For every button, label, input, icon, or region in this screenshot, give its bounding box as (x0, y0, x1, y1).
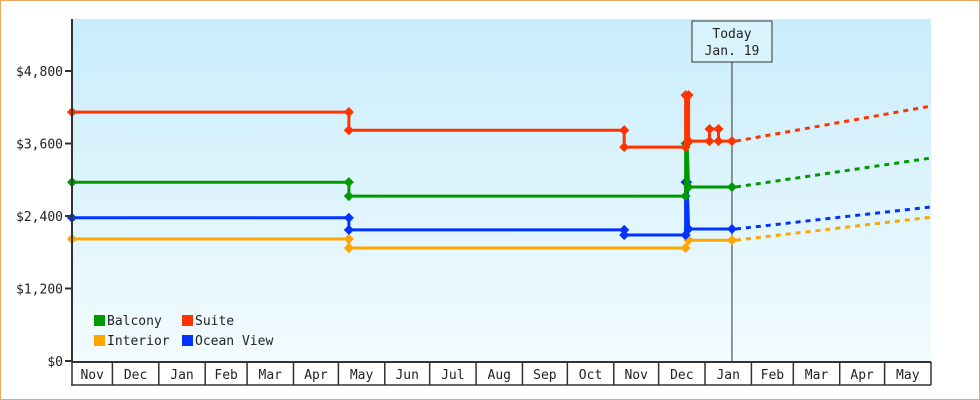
data-point-interior (343, 242, 354, 254)
forecast-line-ocean-view (735, 205, 932, 231)
legend-label: Suite (195, 314, 234, 329)
forecast-line-balcony (735, 156, 932, 189)
data-point-suite (726, 136, 738, 147)
legend-swatch-balcony (94, 315, 105, 326)
x-tick-label: Apr (850, 368, 874, 383)
y-tick-label: $0 (47, 355, 63, 370)
data-point-ocean-view (619, 229, 630, 241)
legend-label: Interior (107, 334, 170, 349)
y-tick-label: $2,400 (16, 210, 63, 225)
data-point-balcony (683, 181, 694, 193)
x-tick-label: Feb (761, 368, 785, 383)
x-tick-label: Mar (805, 368, 829, 383)
legend-label: Ocean View (195, 334, 273, 349)
plot-area (72, 19, 931, 361)
x-tick-label: Dec (124, 368, 147, 383)
y-tick-label: $4,800 (16, 65, 63, 80)
legend-swatch-interior (94, 335, 105, 346)
legend-label: Balcony (107, 314, 162, 329)
data-point-suite (619, 142, 630, 153)
data-point-suite (713, 123, 724, 135)
x-tick-label: May (350, 368, 374, 383)
data-point-balcony (726, 181, 738, 193)
x-tick-label: Aug (488, 368, 511, 383)
data-point-suite (619, 125, 630, 136)
data-point-interior (726, 235, 738, 246)
x-tick-label: Mar (259, 368, 283, 383)
today-label: Today (712, 27, 751, 42)
series-line-ocean-view (72, 180, 732, 237)
today-date-label: Jan. 19 (705, 44, 760, 59)
data-point-suite (343, 125, 354, 136)
data-point-suite (683, 90, 694, 101)
x-tick-label: Nov (624, 368, 648, 383)
x-tick-label: May (896, 368, 920, 383)
legend: Balcony Suite Interior Ocean View (94, 314, 273, 349)
data-point-suite (683, 136, 694, 147)
data-point-ocean-view (683, 223, 694, 235)
y-tick-label: $1,200 (16, 283, 63, 298)
forecast-line-suite (735, 104, 932, 143)
data-point-interior (680, 242, 691, 254)
series-line-interior (72, 237, 732, 250)
forecast-line-interior (735, 215, 932, 242)
data-point-ocean-view (726, 223, 738, 235)
data-point-balcony (680, 191, 691, 202)
data-point-balcony (343, 191, 354, 202)
data-point-ocean-view (343, 224, 354, 235)
x-tick-label: Oct (579, 368, 602, 383)
x-tick-label: Jun (395, 368, 418, 383)
data-point-suite (343, 107, 354, 118)
x-tick-label: Jul (441, 368, 464, 383)
x-tick-label: Feb (214, 368, 238, 383)
x-tick-label: Dec (670, 368, 693, 383)
x-tick-label: Jan (716, 368, 739, 383)
x-tick-label: Sep (533, 368, 557, 383)
data-point-balcony (343, 177, 354, 188)
data-point-ocean-view (343, 212, 354, 223)
x-tick-label: Jan (170, 368, 193, 383)
x-tick-label: Nov (80, 368, 104, 383)
today-box (691, 20, 773, 63)
y-tick-label: $3,600 (16, 138, 63, 153)
legend-swatch-suite (182, 315, 193, 326)
x-tick-label: Apr (304, 368, 328, 383)
data-point-interior (343, 233, 354, 245)
data-point-suite (713, 136, 724, 147)
legend-swatch-ocean-view (182, 335, 193, 346)
